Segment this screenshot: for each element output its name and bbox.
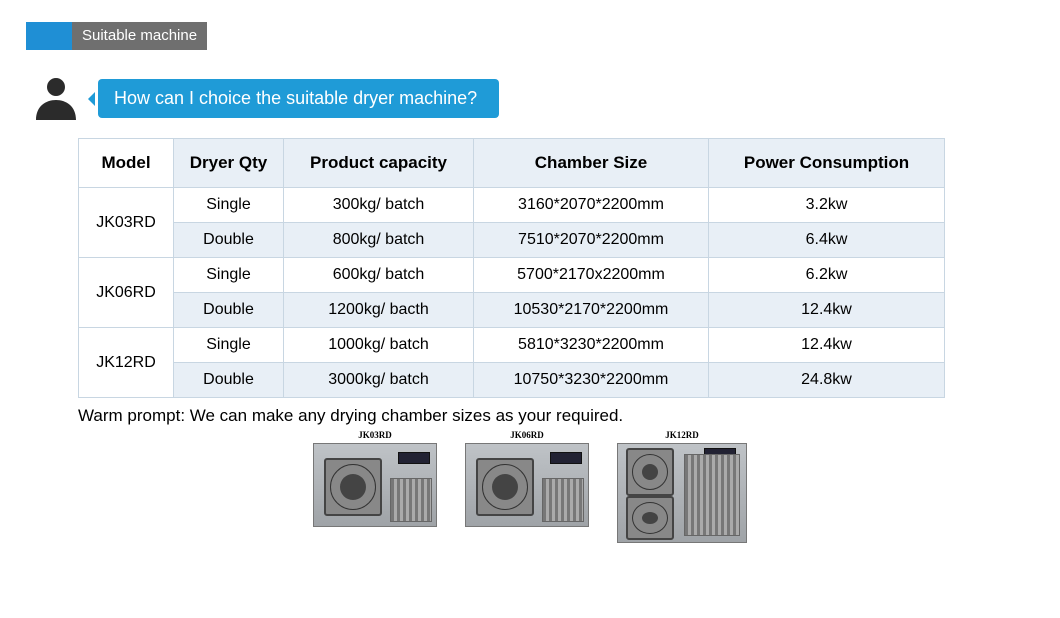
cell-power: 6.2kw — [709, 258, 945, 293]
cell-qty: Double — [174, 223, 284, 258]
cell-capacity: 600kg/ batch — [284, 258, 474, 293]
table-row: JK03RD Single 300kg/ batch 3160*2070*220… — [79, 188, 945, 223]
machine-label: JK06RD — [510, 430, 544, 440]
machine-images-row: JK03RD JK06RD JK12RD — [0, 430, 1060, 543]
table-row: JK12RD Single 1000kg/ batch 5810*3230*22… — [79, 328, 945, 363]
cell-model: JK03RD — [79, 188, 174, 258]
machine-icon — [617, 443, 747, 543]
machine-label: JK03RD — [358, 430, 392, 440]
table-row: JK06RD Single 600kg/ batch 5700*2170x220… — [79, 258, 945, 293]
cell-size: 7510*2070*2200mm — [474, 223, 709, 258]
cell-capacity: 1000kg/ batch — [284, 328, 474, 363]
machine-jk03rd: JK03RD — [313, 430, 437, 543]
cell-power: 24.8kw — [709, 363, 945, 398]
cell-size: 3160*2070*2200mm — [474, 188, 709, 223]
person-icon — [30, 74, 82, 120]
cell-qty: Single — [174, 258, 284, 293]
cell-model: JK06RD — [79, 258, 174, 328]
table-row: Double 800kg/ batch 7510*2070*2200mm 6.4… — [79, 223, 945, 258]
spec-table: Model Dryer Qty Product capacity Chamber… — [78, 138, 945, 398]
title-accent-block — [26, 22, 72, 50]
table-header-row: Model Dryer Qty Product capacity Chamber… — [79, 139, 945, 188]
cell-qty: Single — [174, 188, 284, 223]
cell-capacity: 1200kg/ bacth — [284, 293, 474, 328]
machine-jk06rd: JK06RD — [465, 430, 589, 543]
warm-prompt: Warm prompt: We can make any drying cham… — [78, 406, 1060, 426]
cell-size: 5700*2170x2200mm — [474, 258, 709, 293]
cell-size: 10530*2170*2200mm — [474, 293, 709, 328]
cell-qty: Double — [174, 363, 284, 398]
cell-capacity: 800kg/ batch — [284, 223, 474, 258]
cell-power: 12.4kw — [709, 328, 945, 363]
table-body: JK03RD Single 300kg/ batch 3160*2070*220… — [79, 188, 945, 398]
speech-bubble: How can I choice the suitable dryer mach… — [98, 79, 499, 118]
col-model: Model — [79, 139, 174, 188]
cell-power: 3.2kw — [709, 188, 945, 223]
question-row: How can I choice the suitable dryer mach… — [30, 74, 1060, 120]
cell-size: 10750*3230*2200mm — [474, 363, 709, 398]
cell-power: 12.4kw — [709, 293, 945, 328]
machine-label: JK12RD — [665, 430, 699, 440]
cell-qty: Single — [174, 328, 284, 363]
machine-jk12rd: JK12RD — [617, 430, 747, 543]
col-capacity: Product capacity — [284, 139, 474, 188]
col-size: Chamber Size — [474, 139, 709, 188]
machine-icon — [465, 443, 589, 527]
section-title: Suitable machine — [72, 22, 207, 50]
machine-icon — [313, 443, 437, 527]
col-qty: Dryer Qty — [174, 139, 284, 188]
col-power: Power Consumption — [709, 139, 945, 188]
cell-size: 5810*3230*2200mm — [474, 328, 709, 363]
spec-table-wrap: Model Dryer Qty Product capacity Chamber… — [78, 138, 944, 398]
section-title-bar: Suitable machine — [26, 22, 1060, 50]
question-text: How can I choice the suitable dryer mach… — [114, 88, 477, 108]
cell-qty: Double — [174, 293, 284, 328]
cell-power: 6.4kw — [709, 223, 945, 258]
cell-model: JK12RD — [79, 328, 174, 398]
cell-capacity: 300kg/ batch — [284, 188, 474, 223]
cell-capacity: 3000kg/ batch — [284, 363, 474, 398]
table-row: Double 1200kg/ bacth 10530*2170*2200mm 1… — [79, 293, 945, 328]
table-row: Double 3000kg/ batch 10750*3230*2200mm 2… — [79, 363, 945, 398]
